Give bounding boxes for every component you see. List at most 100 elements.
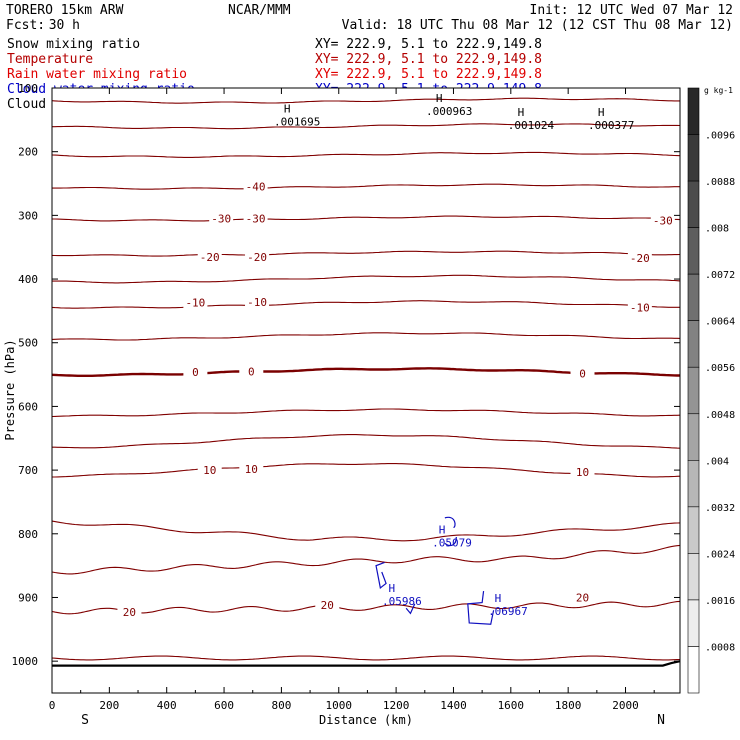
maximum-marker: H — [495, 592, 502, 605]
forecast-label: Fcst: — [6, 18, 45, 33]
temperature-contour-label: 20 — [123, 606, 136, 619]
temperature-contour — [52, 520, 680, 542]
x-tick-label: 1000 — [326, 699, 353, 712]
contour-label-gap — [209, 212, 234, 225]
north-end-label: N — [657, 713, 665, 728]
temperature-contour — [52, 215, 680, 222]
y-tick-label: 500 — [18, 337, 38, 350]
y-tick-label: 700 — [18, 464, 38, 477]
temperature-contour-label: -10 — [185, 297, 205, 310]
x-tick-label: 1600 — [498, 699, 525, 712]
forecast-hour: 30 h — [49, 18, 80, 33]
maximum-marker: H — [598, 106, 605, 119]
temperature-contour-label: -30 — [246, 213, 266, 226]
cloud-water-contour — [467, 591, 495, 625]
colorbar-label: .0072 — [705, 270, 735, 281]
south-end-label: S — [81, 713, 89, 728]
temperature-contour — [52, 274, 680, 284]
cloud-water-contour — [444, 536, 457, 547]
x-tick-label: 800 — [271, 699, 291, 712]
x-tick-label: 200 — [99, 699, 119, 712]
temperature-contour-label: -10 — [630, 302, 650, 315]
contour-label-gap — [245, 295, 270, 308]
y-tick-label: 800 — [18, 528, 38, 541]
contour-label-gap — [243, 212, 268, 225]
temperature-contour-label: 0 — [579, 367, 586, 380]
x-tick-label: 1400 — [440, 699, 467, 712]
contour-label-gap — [315, 599, 340, 612]
temperature-contour-label: 10 — [576, 466, 589, 479]
colorbar-segment — [687, 646, 700, 694]
y-tick-label: 1000 — [12, 655, 39, 668]
y-axis-title: Pressure (hPa) — [3, 339, 17, 440]
contour-label-gap — [117, 606, 142, 619]
colorbar-segment — [687, 87, 700, 135]
contour-label-gap — [650, 214, 675, 227]
colorbar-segment — [687, 320, 700, 368]
x-axis-title: Distance (km) — [319, 713, 413, 727]
contour-label-gap — [183, 296, 208, 309]
temperature-contour-label: -30 — [653, 214, 673, 227]
x-tick-label: 1200 — [383, 699, 410, 712]
temperature-contour — [52, 544, 680, 575]
temperature-contour — [52, 123, 680, 130]
cloud-water-contour — [375, 561, 387, 589]
temperature-contour — [52, 183, 680, 190]
ground-surface-line — [52, 660, 681, 667]
y-tick-label: 100 — [18, 82, 38, 95]
field-range: XY= 222.9, 5.1 to 222.9,149.8 — [315, 37, 542, 52]
colorbar-label: .0032 — [705, 503, 735, 514]
y-tick-label: 400 — [18, 273, 38, 286]
temperature-contour-label: 10 — [203, 464, 216, 477]
contour-label-gap — [627, 301, 652, 314]
plot-frame — [51, 87, 681, 694]
colorbar-label: .0008 — [705, 642, 735, 653]
maximum-value: .001695 — [274, 116, 320, 129]
temperature-contour — [52, 408, 680, 418]
maximum-marker: H — [436, 92, 443, 105]
colorbar-label: .008 — [705, 224, 729, 235]
colorbar-label: .0088 — [705, 177, 735, 188]
maximum-value: .06967 — [488, 605, 528, 618]
cloud-water-contour — [405, 603, 416, 615]
colorbar-label: .0056 — [705, 363, 735, 374]
colorbar-unit: g kg-1 — [704, 86, 733, 95]
temperature-contour-label: 20 — [321, 599, 334, 612]
x-tick-label: 2000 — [612, 699, 639, 712]
temperature-contour-label: 10 — [245, 463, 258, 476]
x-tick-label: 1800 — [555, 699, 582, 712]
temperature-contour — [52, 332, 680, 341]
maximum-value: .05986 — [382, 595, 422, 608]
colorbar-segment — [687, 460, 700, 508]
valid-time: Valid: 18 UTC Thu 08 Mar 12 (12 CST Thu … — [342, 18, 733, 33]
temperature-contour-label: -40 — [246, 181, 266, 194]
colorbar-segment — [687, 506, 700, 554]
temperature-contour-label: -30 — [211, 213, 231, 226]
cloud-water-contour — [444, 516, 456, 529]
contour-label-gap — [570, 466, 595, 479]
contour-label-gap — [239, 462, 264, 475]
x-tick-label: 0 — [49, 699, 56, 712]
maximum-marker: H — [439, 524, 446, 537]
contour-label-gap — [570, 367, 595, 380]
org-label: NCAR/MMM — [228, 3, 291, 18]
colorbar-label: .004 — [705, 456, 729, 467]
field-name: Rain water mixing ratio — [7, 67, 187, 82]
temperature-contour-label: -20 — [630, 252, 650, 265]
maximum-marker: H — [389, 582, 396, 595]
colorbar-segment — [687, 553, 700, 601]
temperature-contour-label: -20 — [200, 251, 220, 264]
temperature-contour — [52, 600, 680, 615]
contour-label-gap — [245, 250, 270, 263]
maximum-value: .001024 — [508, 119, 555, 132]
temperature-contour-label: 0 — [248, 365, 255, 378]
y-tick-label: 900 — [18, 591, 38, 604]
contour-label-gap — [239, 365, 264, 378]
colorbar-segment — [687, 599, 700, 647]
maximum-value: .05079 — [432, 537, 472, 550]
temperature-contour-label: 0 — [192, 366, 199, 379]
temperature-contour-label: -10 — [247, 296, 267, 309]
contour-label-gap — [183, 366, 208, 379]
temperature-contour — [52, 655, 680, 661]
